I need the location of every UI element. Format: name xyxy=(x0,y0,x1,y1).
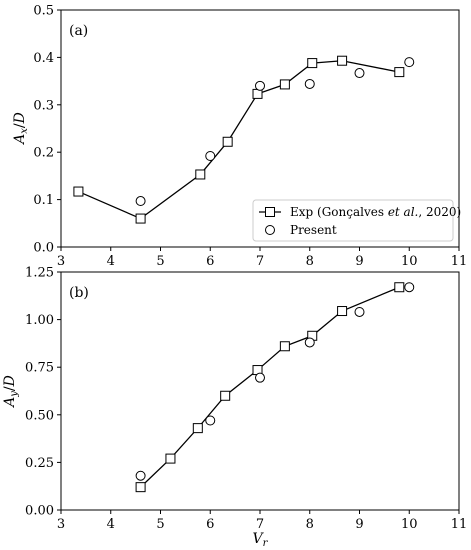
panel-a-axes: 3 4 5 6 7 8 9 10 11 0.0 0.1 0.2 0.3 0.4 0.5 xyxy=(33,4,467,270)
y-tick-label: 0.2 xyxy=(33,146,54,161)
point-exp xyxy=(394,67,405,78)
point-present xyxy=(304,337,315,348)
point-present xyxy=(354,306,365,317)
point-present xyxy=(205,150,216,161)
panel-b: 3 4 5 6 7 8 9 10 110.000.250.500.751.001.25 (b) … xyxy=(2,266,467,550)
point-exp xyxy=(195,169,206,180)
point-present xyxy=(135,470,146,481)
legend-exp-label: Exp (Gonçalves et al., 2020) xyxy=(290,205,461,219)
point-exp xyxy=(394,282,405,293)
panel-a-label: (a) xyxy=(69,23,88,39)
x-tick-label: 11 xyxy=(451,254,468,269)
point-present xyxy=(255,372,265,383)
x-tick-label: 8 xyxy=(306,254,314,269)
point-exp xyxy=(337,306,348,317)
point-exp xyxy=(135,213,146,224)
point-exp xyxy=(222,136,233,147)
y-tick-label: 0.3 xyxy=(33,98,54,113)
panel-b-marks xyxy=(135,282,415,493)
legend-present-marker xyxy=(265,225,275,235)
point-present xyxy=(354,68,365,79)
point-present xyxy=(255,80,265,91)
x-tick-label: 6 xyxy=(206,254,214,269)
y-tick-label: 0.1 xyxy=(33,193,54,208)
y-tick-label: 1.00 xyxy=(25,313,54,328)
point-exp xyxy=(135,482,146,493)
y-tick-label: 0.5 xyxy=(33,4,54,19)
x-tick-label: 8 xyxy=(306,517,314,532)
series-exp-line xyxy=(140,286,400,488)
legend-box xyxy=(252,199,454,242)
y-tick-label: 0.50 xyxy=(25,408,54,423)
panel-b-ylabel: Ay/D xyxy=(2,375,20,409)
point-present xyxy=(205,415,216,426)
legend-present-label: Present xyxy=(290,223,337,237)
x-tick-label: 7 xyxy=(256,517,264,532)
panel-b-xlabel: Vr xyxy=(253,531,269,549)
panel-a-ylabel: Ax/D xyxy=(12,112,30,146)
x-tick-label: 11 xyxy=(451,517,468,532)
point-exp xyxy=(279,341,290,352)
panel-b-label: (b) xyxy=(69,285,89,301)
x-tick-label: 9 xyxy=(355,517,363,532)
y-tick-label: 0.25 xyxy=(25,456,54,471)
x-tick-label: 3 xyxy=(57,254,65,269)
point-exp xyxy=(220,390,231,401)
point-exp xyxy=(192,423,203,434)
x-tick-label: 3 xyxy=(57,517,65,532)
point-exp xyxy=(307,58,318,69)
point-exp xyxy=(279,79,290,90)
x-tick-label: 7 xyxy=(256,254,264,269)
point-exp xyxy=(73,186,84,197)
x-tick-label: 10 xyxy=(401,517,418,532)
y-tick-label: 0.4 xyxy=(33,51,54,66)
y-tick-label: 0.75 xyxy=(25,361,54,376)
legend: Exp (Gonçalves et al., 2020) Present xyxy=(252,199,461,242)
point-present xyxy=(304,78,315,89)
panel-b-frame xyxy=(60,271,460,511)
panel-a: 3 4 5 6 7 8 9 10 11 0.0 0.1 0.2 0.3 0.4 0.5 (a) Ax/D E… xyxy=(12,4,467,270)
x-tick-label: 9 xyxy=(355,254,363,269)
point-exp xyxy=(337,55,348,66)
point-present xyxy=(404,57,415,68)
y-tick-label: 1.25 xyxy=(25,266,54,281)
x-tick-label: 10 xyxy=(401,254,418,269)
legend-exp-marker xyxy=(265,207,275,217)
panel-b-axes: 3 4 5 6 7 8 9 10 11 0.00 0.25 0.50 0.75 1.00 1.25 xyxy=(25,266,467,533)
y-tick-label: 0.0 xyxy=(33,241,54,256)
series-exp-line xyxy=(78,60,400,220)
y-tick-label: 0.00 xyxy=(25,504,54,519)
x-tick-label: 6 xyxy=(206,517,214,532)
x-tick-label: 5 xyxy=(156,517,164,532)
x-tick-label: 5 xyxy=(156,254,164,269)
point-present xyxy=(404,282,415,293)
x-tick-label: 4 xyxy=(107,254,115,269)
point-present xyxy=(135,196,146,207)
x-tick-label: 4 xyxy=(107,517,115,532)
panel-a-marks xyxy=(73,55,415,224)
point-exp xyxy=(165,453,176,464)
